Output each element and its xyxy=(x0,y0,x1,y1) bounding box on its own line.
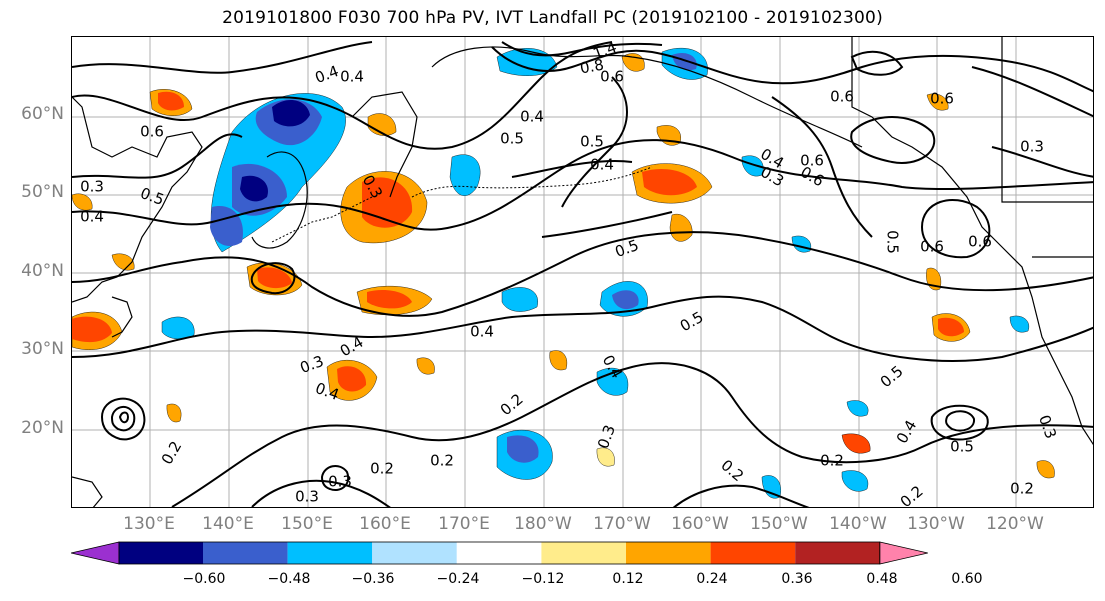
lon-label-170e: 170°E xyxy=(438,514,490,534)
lat-label-30n: 30°N xyxy=(21,339,64,359)
colorbar-segment xyxy=(795,542,880,564)
colorbar-tick-label: −0.12 xyxy=(521,571,565,587)
colorbar-tick-label: −0.48 xyxy=(267,571,311,587)
lon-label-160e: 160°E xyxy=(359,514,411,534)
map-panel: 1.4 0.8 0.6 0.4 0.6 0.4 0.5 0.6 0.3 0.4 0.4 0.5 0.6 0… xyxy=(71,36,1094,508)
colorbar-tick-label: −0.60 xyxy=(182,571,226,587)
contour-label: 0.6 xyxy=(830,88,854,106)
colorbar-segment xyxy=(541,542,626,564)
contour-label: 0.3 xyxy=(80,178,104,196)
contour-label: 0.2 xyxy=(717,456,747,485)
contour-label: 0.2 xyxy=(497,390,527,419)
contour-label: 0.4 xyxy=(520,108,544,126)
contour-label: 0.6 xyxy=(140,123,164,141)
contour-label: 0.3 xyxy=(295,488,319,506)
colorbar-segment xyxy=(456,542,542,564)
contour-label: 0.5 xyxy=(950,438,974,456)
lon-label-180w: 180°W xyxy=(514,514,572,534)
colorbar-extend-max xyxy=(879,541,928,565)
lon-label-150e: 150°E xyxy=(281,514,333,534)
contour-label: 0.6 xyxy=(920,238,944,256)
colorbar-segment xyxy=(710,542,796,564)
pv-positive-shading xyxy=(72,53,1055,479)
contour-label: 0.4 xyxy=(470,323,494,341)
lat-label-50n: 50°N xyxy=(21,182,64,202)
contour-label: 0.6 xyxy=(800,152,824,170)
lat-label-60n: 60°N xyxy=(21,104,64,124)
contour-label: 0.5 xyxy=(877,362,907,391)
lon-label-120w: 120°W xyxy=(986,514,1044,534)
lon-label-160w: 160°W xyxy=(671,514,729,534)
colorbar-tick-label: −0.24 xyxy=(436,571,480,587)
lon-label-130w: 130°W xyxy=(907,514,965,534)
contour-label: 0.2 xyxy=(1010,480,1034,498)
colorbar-tick-label: 0.48 xyxy=(866,571,898,587)
colorbar-segment xyxy=(626,542,711,564)
contour-label: 0.4 xyxy=(590,156,614,174)
contour-label: 0.6 xyxy=(968,233,992,251)
lon-label-140e: 140°E xyxy=(202,514,254,534)
colorbar xyxy=(71,541,928,565)
colorbar-tick-label: 0.24 xyxy=(696,571,728,587)
colorbar-extend-min xyxy=(71,541,120,565)
lon-label-170w: 170°W xyxy=(593,514,651,534)
contour-label: 0.6 xyxy=(930,90,954,108)
contour-label: 0.2 xyxy=(158,438,186,468)
contour-label: 0.3 xyxy=(594,423,619,452)
contour-label: 0.5 xyxy=(580,133,604,151)
contour-label: 0.4 xyxy=(80,208,104,226)
colorbar-segment xyxy=(287,542,373,564)
contour-label: 0.3 xyxy=(1035,413,1060,442)
colorbar-tick-label: 0.12 xyxy=(612,571,644,587)
colorbar-segment xyxy=(119,542,203,564)
colorbar-outline xyxy=(118,541,881,565)
contour-label: 0.5 xyxy=(884,230,902,254)
contour-label: 0.2 xyxy=(430,452,454,470)
contour-label: 0.2 xyxy=(370,460,394,478)
colorbar-tick-label: 0.36 xyxy=(781,571,813,587)
colorbar-segment xyxy=(203,542,288,564)
map-canvas: 1.40.80.60.4 0.60.40.50.60.30.40.40.50.60… xyxy=(72,37,1093,507)
map-title: 2019101800 F030 700 hPa PV, IVT Landfall… xyxy=(222,8,883,28)
lat-label-40n: 40°N xyxy=(21,261,64,281)
lon-label-140w: 140°W xyxy=(829,514,887,534)
ivt-contours xyxy=(72,41,1093,507)
graticule xyxy=(72,37,1093,507)
contour-label: 0.3 xyxy=(1020,138,1044,156)
pv-negative-shading xyxy=(161,48,1030,499)
contour-label: 0.3 xyxy=(328,473,352,491)
contour-label: 0.8 xyxy=(579,56,606,78)
colorbar-segment xyxy=(372,542,457,564)
contour-label: 0.6 xyxy=(600,68,624,86)
contour-label: 0.5 xyxy=(677,308,707,336)
colorbar-tick-label: 0.60 xyxy=(951,571,983,587)
contour-label: 0.2 xyxy=(820,452,844,470)
contour-label: 0.5 xyxy=(500,130,524,148)
lon-label-130e: 130°E xyxy=(123,514,175,534)
contour-label: 0.4 xyxy=(893,417,921,447)
lat-label-20n: 20°N xyxy=(21,418,64,438)
lon-label-150w: 150°W xyxy=(750,514,808,534)
colorbar-tick-label: −0.36 xyxy=(351,571,395,587)
land-coastlines xyxy=(72,37,1093,507)
contour-label: 0.4 xyxy=(340,68,364,86)
